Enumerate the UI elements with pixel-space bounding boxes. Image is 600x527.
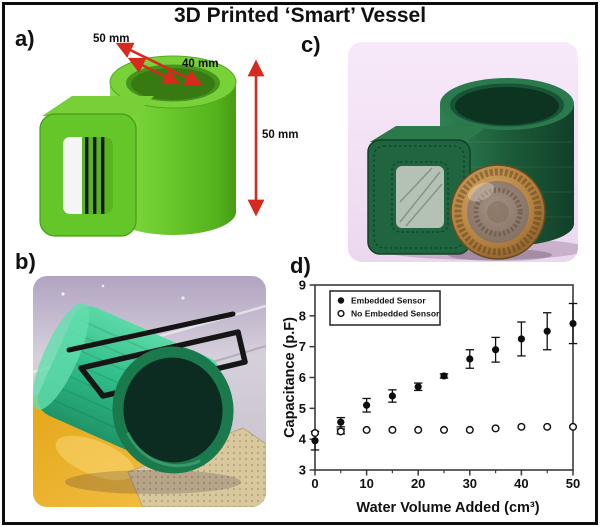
outer-diameter-dimension: 50 mm: [93, 33, 129, 45]
cylinder-shadow: [65, 470, 241, 494]
y-axis-label: Capacitance (p.F): [283, 317, 298, 438]
y-tick-label: 8: [299, 308, 306, 323]
mug-handle: [39, 96, 154, 237]
y-tick-label: 6: [299, 370, 306, 385]
sensor-traces: [66, 311, 248, 399]
inner-diameter-arrow-icon: [127, 57, 181, 85]
electrode-stripes: [82, 137, 113, 214]
y-tick-label: 3: [299, 463, 306, 478]
panel-b-photo-svg: [33, 276, 266, 507]
panel-c-photo-svg: [348, 42, 578, 262]
x-tick-label: 10: [359, 476, 373, 491]
legend: Embedded Sensor No Embedded Sensor: [329, 290, 441, 326]
y-tick-label: 7: [299, 339, 306, 354]
figure-title: 3D Printed ‘Smart’ Vessel: [173, 4, 427, 27]
tape-highlight: [55, 435, 135, 481]
cylinder-opening: [112, 346, 234, 474]
x-tick-label: 0: [311, 476, 318, 491]
legend-entry: No Embedded Sensor: [351, 309, 440, 319]
x-tick-label: 30: [463, 476, 477, 491]
y-tick-label: 9: [299, 278, 306, 293]
y-tick-label: 4: [299, 432, 307, 447]
capacitance-chart: 0 10 20 30 40 50 3 4 5 6 7 8 9 Water Volume Added (cm…: [283, 278, 580, 517]
smart-mug-handle: [367, 126, 488, 255]
panel-b-photo: [33, 276, 266, 507]
two-pound-coin: [448, 164, 552, 261]
panel-b-label: b): [15, 249, 36, 274]
panel-c-photo: [348, 42, 578, 262]
series-no-embedded-sensor: [311, 422, 578, 437]
x-axis: 0 10 20 30 40 50: [311, 470, 580, 491]
x-tick-label: 40: [514, 476, 528, 491]
y-tick-label: 5: [299, 401, 306, 416]
x-axis-label: Water Volume Added (cm³): [356, 500, 539, 516]
inner-diameter-dimension: 40 mm: [182, 58, 218, 70]
dimension-annotations: 50 mm 40 mm 50 mm: [93, 33, 298, 217]
panel-c-label: c): [301, 32, 321, 57]
panel-d-label: d): [290, 253, 311, 278]
height-dimension: 50 mm: [262, 129, 298, 141]
y-axis: 3 4 5 6 7 8 9: [299, 278, 315, 478]
legend-entry: Embedded Sensor: [351, 296, 426, 306]
x-tick-label: 50: [566, 476, 580, 491]
panel-a-label: a): [15, 26, 35, 51]
panel-a-cad-render: 50 mm 40 mm 50 mm: [39, 33, 298, 237]
x-tick-label: 20: [411, 476, 425, 491]
legend-box: [329, 290, 441, 326]
